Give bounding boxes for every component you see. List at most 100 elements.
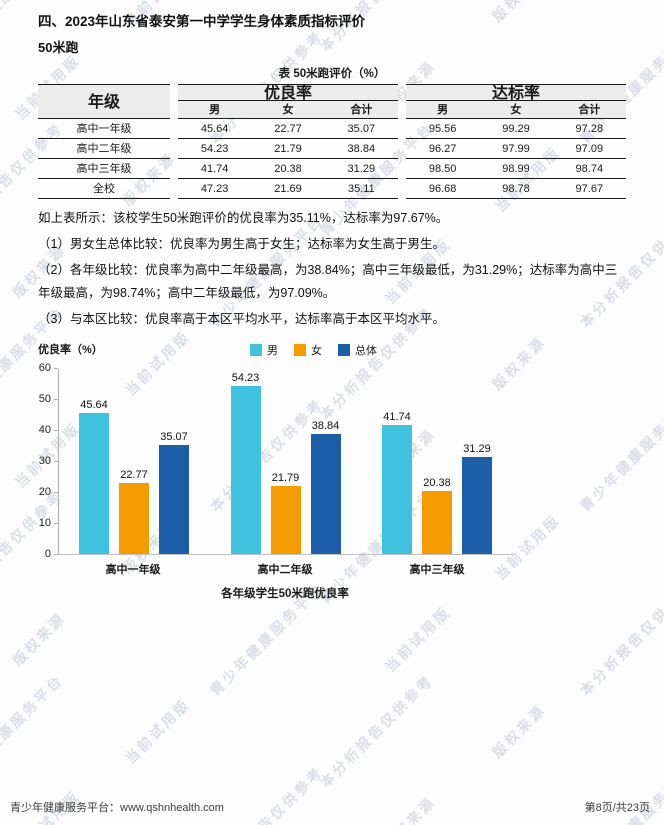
- bar-female: [270, 486, 301, 554]
- table-row: 96.68 98.78 97.67: [406, 179, 626, 199]
- bar-wrap-total: 35.07: [159, 369, 189, 554]
- excellent-rate-subheader: 男 女 合计: [178, 101, 398, 119]
- value-cell: 99.29: [502, 123, 530, 135]
- value-cell: 35.11: [347, 183, 375, 195]
- bar-group: 45.64 22.77 35.07: [79, 369, 189, 554]
- bar-group: 54.23 21.79 38.84: [230, 369, 341, 554]
- section-subtitle: 50米跑: [38, 40, 79, 55]
- evaluation-table: 年级 高中一年级 高中二年级 高中三年级 全校 优良率 男 女 合计 45.64 22.…: [38, 84, 626, 199]
- pass-rate-subheader: 男 女 合计: [406, 101, 626, 119]
- page-number: 第8页/共23页: [584, 802, 650, 814]
- value-cell: 97.09: [575, 143, 604, 155]
- y-axis-tick: 30: [27, 455, 58, 467]
- bar-value-label: 45.64: [80, 398, 108, 411]
- analysis-text: 如上表所示：该校学生50米跑评价的优良率为35.11%，达标率为97.67%。 …: [38, 207, 626, 331]
- table-row: 45.64 22.77 35.07: [178, 119, 398, 139]
- value-cell: 38.84: [347, 143, 376, 155]
- watermark-text: 青少年健康服务平台: [576, 763, 664, 825]
- grade-cell: 高中一年级: [38, 119, 170, 139]
- legend-swatch-female: [294, 344, 306, 356]
- page-title: 四、2023年山东省泰安第一中学学生身体素质指标评价: [38, 14, 366, 29]
- bar-wrap-male: 54.23: [230, 369, 261, 554]
- y-axis-tick: 50: [27, 393, 58, 405]
- watermark-text: 版权来源: [9, 609, 69, 669]
- legend-swatch-total: [338, 344, 350, 356]
- pass-rate-header: 达标率: [406, 84, 626, 102]
- bar-wrap-male: 41.74: [382, 369, 412, 554]
- table-row: 96.27 97.99 97.09: [406, 139, 626, 159]
- grade-column: 年级 高中一年级 高中二年级 高中三年级 全校: [38, 84, 170, 199]
- legend-item-total: 总体: [338, 342, 377, 358]
- table-row: 54.23 21.79 38.84: [178, 139, 398, 159]
- value-cell: 41.74: [200, 163, 229, 175]
- footer-platform-label: 青少年健康服务平台：: [10, 802, 120, 814]
- value-cell: 20.38: [274, 163, 302, 175]
- bar-wrap-male: 45.64: [79, 369, 109, 554]
- value-cell: 54.23: [200, 143, 229, 155]
- bar-wrap-total: 38.84: [310, 369, 341, 554]
- col-header-female: 女: [510, 104, 522, 116]
- footer-platform-link[interactable]: www.qshnhealth.com: [120, 802, 224, 814]
- table-title: 表 50米跑评价（%）: [278, 68, 386, 80]
- legend-swatch-male: [250, 344, 262, 356]
- group-body: 95.56 99.29 97.28 96.27 97.99 97.09 98.50 98.99…: [406, 119, 626, 199]
- page-footer: 青少年健康服务平台：www.qshnhealth.com 第8页/共23页: [0, 799, 664, 815]
- bar-chart: 优良率（%） 男女总体 0 10 20 30 40 50 60 45.64 22.77 35.07…: [38, 339, 626, 601]
- grade-column-header: 年级: [38, 84, 170, 119]
- watermark-text: 本分析报告仅供参考: [206, 763, 327, 825]
- comparison-paragraph-1: （1）男女生总体比较：优良率为男生高于女生；达标率为女生高于男生。: [38, 237, 445, 251]
- value-cell: 96.27: [428, 143, 457, 155]
- value-cell: 31.29: [347, 163, 376, 175]
- bar-value-label: 21.79: [271, 472, 300, 485]
- value-cell: 95.56: [428, 123, 457, 135]
- watermark-text: 青少年健康服务平台: [0, 671, 67, 791]
- bar-female: [119, 483, 149, 554]
- y-axis-tick: 10: [27, 517, 58, 529]
- table-row: 47.23 21.69 35.11: [178, 179, 398, 199]
- legend-item-female: 女: [294, 342, 322, 358]
- value-cell: 98.78: [502, 183, 530, 195]
- value-cell: 98.74: [575, 163, 604, 175]
- bar-wrap-female: 20.38: [422, 369, 452, 554]
- x-axis-category-label: 高中三年级: [409, 564, 465, 576]
- bar-wrap-female: 21.79: [270, 369, 301, 554]
- value-cell: 97.28: [575, 123, 604, 135]
- watermark-text: 本分析报告仅供参考: [316, 671, 437, 791]
- col-header-female: 女: [282, 104, 294, 116]
- legend-item-male: 男: [250, 342, 278, 358]
- bar-total: [159, 445, 189, 554]
- legend-label: 总体: [355, 345, 377, 357]
- pass-rate-group: 达标率 男 女 合计 95.56 99.29 97.28 96.27 97.99 97.0…: [406, 84, 626, 199]
- y-axis-tick: 40: [27, 424, 58, 436]
- watermark-text: 当前试用版: [381, 603, 454, 675]
- watermark-text: 当前试用版: [121, 695, 194, 767]
- comparison-paragraph-3: （3）与本区比较：优良率高于本区平均水平，达标率高于本区平均水平。: [38, 312, 445, 326]
- value-cell: 98.50: [428, 163, 457, 175]
- bar-female: [422, 490, 452, 554]
- table-row: 98.50 98.99 98.74: [406, 159, 626, 179]
- group-body: 45.64 22.77 35.07 54.23 21.79 38.84 41.74 20.38…: [178, 119, 398, 199]
- bar-total: [462, 457, 492, 554]
- col-header-male: 男: [209, 104, 221, 116]
- bar-value-label: 41.74: [383, 410, 411, 423]
- x-axis-labels: 高中一年级 高中二年级 高中三年级: [58, 561, 512, 577]
- value-cell: 96.68: [428, 183, 457, 195]
- bar-male: [382, 424, 412, 554]
- footer-platform: 青少年健康服务平台：www.qshnhealth.com: [10, 799, 224, 815]
- value-cell: 22.77: [274, 123, 302, 135]
- bar-value-label: 35.07: [160, 431, 188, 444]
- grade-cell: 全校: [38, 179, 170, 199]
- bar-wrap-total: 31.29: [462, 369, 492, 554]
- col-header-total: 合计: [578, 104, 601, 116]
- y-axis-label: 优良率（%）: [38, 344, 103, 356]
- grade-cell: 高中二年级: [38, 139, 170, 159]
- chart-title: 各年级学生50米跑优良率: [221, 588, 349, 600]
- value-cell: 35.07: [347, 123, 376, 135]
- table-row: 95.56 99.29 97.28: [406, 119, 626, 139]
- value-cell: 45.64: [200, 123, 229, 135]
- value-cell: 97.99: [502, 143, 530, 155]
- chart-legend: 男 女 总体: [250, 342, 377, 358]
- value-cell: 21.69: [274, 183, 302, 195]
- y-axis-tick: 60: [27, 362, 58, 374]
